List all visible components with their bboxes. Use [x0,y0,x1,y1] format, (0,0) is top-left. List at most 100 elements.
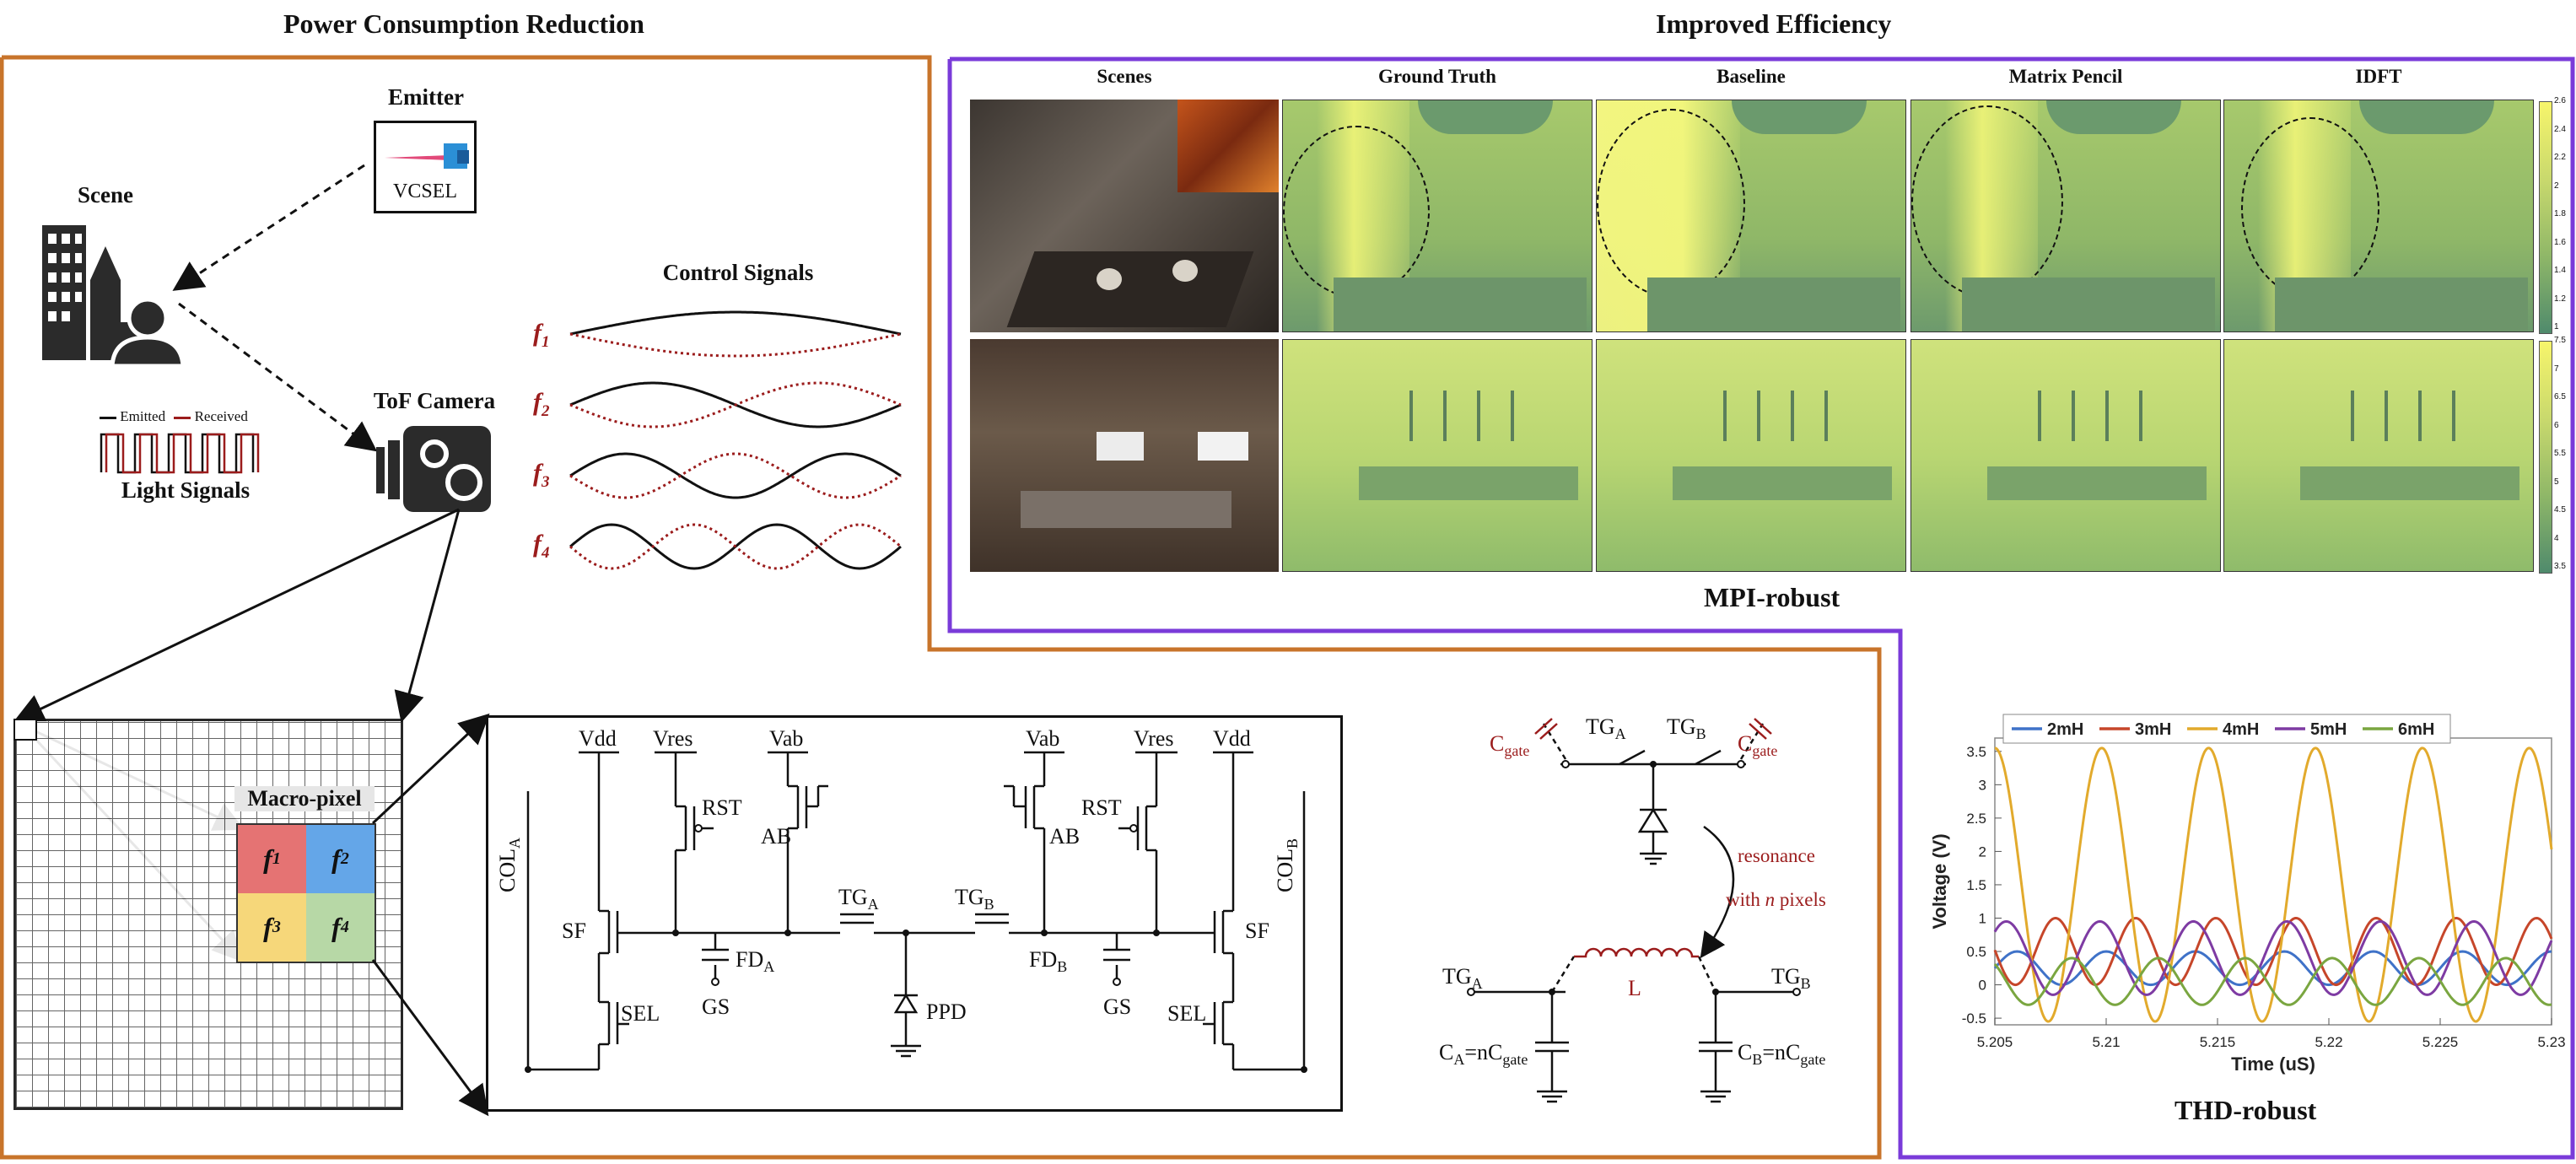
inductor-l-label: L [1628,976,1641,1000]
tg-text: TG [1586,714,1615,739]
thd-legend: 2mH 3mH 4mH 5mH 6mH [2002,714,2451,744]
cgate-sub: gate [1502,1051,1528,1068]
emitter-box: VCSEL [374,121,477,213]
freq-label-2: f2 [533,388,550,421]
col-b-label: COLB [1273,838,1301,892]
depth-map-baseline-room [1596,100,1906,332]
ca-text: C [1439,1040,1453,1064]
freq-f: f [533,459,542,487]
cgate-left-label: Cgate [1490,731,1529,759]
thd-legend-label: 6mH [2398,720,2434,739]
col-header-baseline: Baseline [1716,66,1786,87]
depth-map-idft-room [2223,100,2534,332]
control-signal-emitted-3 [569,452,902,499]
macro-sub: 4 [340,918,349,936]
colorbar-tick-label: 2.4 [2554,124,2566,134]
tg-sub: A [868,896,879,913]
tg-sub: B [1696,725,1706,742]
freq-f: f [533,319,542,347]
thd-series-3mH [1993,916,2553,987]
colorbar-tick-label: 2 [2554,181,2559,191]
cgate-sub: gate [1800,1051,1825,1068]
colorbar-tick-label: 1.2 [2554,294,2566,304]
cb-sub: B [1752,1051,1762,1068]
tg-sub: B [984,896,994,913]
col-sub: A [506,838,523,849]
pixels-text: pixels [1780,889,1826,910]
sf-left-label: SF [562,919,586,943]
thd-y-tick-label: 2.5 [1966,811,1986,827]
efficiency-header: Improved Efficiency [1656,8,1892,39]
macro-f: f [263,912,272,942]
colorbar-tick-label: 1 [2554,322,2559,331]
thd-y-axis-label: Voltage (V) [1929,833,1950,929]
cgate-right-label: Cgate [1738,731,1777,759]
thd-x-tick-label: 5.22 [2315,1034,2342,1050]
vdd-left-label: Vdd [579,726,617,751]
pixel-circuit-schematic: Vdd Vres Vab Vab Vres Vdd RST RST AB AB … [495,726,1307,1073]
legend-received: Received [194,408,248,424]
macro-pixel-label: Macro-pixel [234,786,375,811]
depth-map-matrix-pencil-kitchen [1910,339,2221,572]
colorbar-tick-label: 2.2 [2554,153,2566,162]
freq-label-1: f1 [533,319,550,352]
with-n-pixels-text: with n pixels [1726,889,1826,910]
fd-b-label: FDB [1029,947,1067,975]
thd-legend-label: 2mH [2047,720,2083,739]
emitter-label: Emitter [388,84,464,110]
scene-image-kitchen [970,339,1279,572]
colorbar-tick-label: 5 [2554,477,2559,487]
tg-sub: A [1615,725,1626,742]
sel-left-label: SEL [621,1001,660,1026]
depth-map-gt-kitchen [1282,339,1592,572]
ab-right-label: AB [1049,824,1080,849]
macro-f: f [331,912,341,942]
legend-emitted: Emitted [120,408,166,424]
thd-x-tick-label: 5.23 [2537,1034,2565,1050]
freq-f: f [533,530,542,558]
thd-robust-title: THD-robust [2175,1095,2317,1125]
fd-sub: B [1057,958,1067,975]
thd-x-axis-label: Time (uS) [2231,1054,2315,1075]
ppd-label: PPD [926,1000,967,1024]
colorbar-tick-label: 5.5 [2554,449,2566,458]
eq-n-text: =nC [1762,1040,1800,1064]
vab-right-label: Vab [1026,726,1059,751]
freq-sub: 4 [542,544,550,562]
control-signal-received-3 [569,452,902,499]
thd-chart: 5.205 5.21 5.215 5.22 5.225 5.23 3.5 3 2.5 2 1.5 1 0… [1929,714,2566,1075]
thd-series-6mH [1993,957,2552,1006]
cgate-sub: gate [1752,742,1777,759]
cb-eq-label: CB=nCgate [1738,1040,1825,1068]
thd-x-tick-label: 5.225 [2422,1034,2459,1050]
colorbar-top-labels: 2.6 2.4 2.2 2 1.8 1.6 1.4 1.2 1 [2554,96,2574,332]
resonance-schematic: TGA TGB TGA TGB Cgate Cgate resonance wi… [1439,714,1826,1103]
building-icon [42,225,181,369]
tg-text: TG [1442,964,1472,989]
cgate-text: C [1490,731,1504,756]
n-text: n [1765,889,1776,910]
vres-left-label: Vres [653,726,693,751]
light-signals-label: Light Signals [121,477,251,503]
macro-sub: 3 [272,918,281,936]
ab-left-label: AB [761,824,791,849]
vdd-right-label: Vdd [1213,726,1251,751]
colorbar-tick-label: 2.6 [2554,96,2566,105]
thd-x-tick-label: 5.215 [2200,1034,2236,1050]
colorbar-tick-label: 4.5 [2554,505,2566,515]
eq-n-text: =nC [1464,1040,1502,1064]
thd-y-tick-label: 0 [1979,978,1986,994]
depth-map-baseline-kitchen [1596,339,1906,572]
thd-y-tick-label: 1 [1979,910,1986,926]
power-header: Power Consumption Reduction [283,8,644,39]
tg-sub: A [1472,975,1483,992]
sf-right-label: SF [1245,919,1269,943]
colorbar-tick-label: 4 [2554,533,2559,543]
inductor-icon [1534,718,1772,958]
res-tg-b-top: TGB [1667,714,1706,742]
fd-text: FD [736,947,763,972]
colorbar-bottom [2539,341,2552,574]
res-tg-b-bottom: TGB [1771,964,1811,992]
